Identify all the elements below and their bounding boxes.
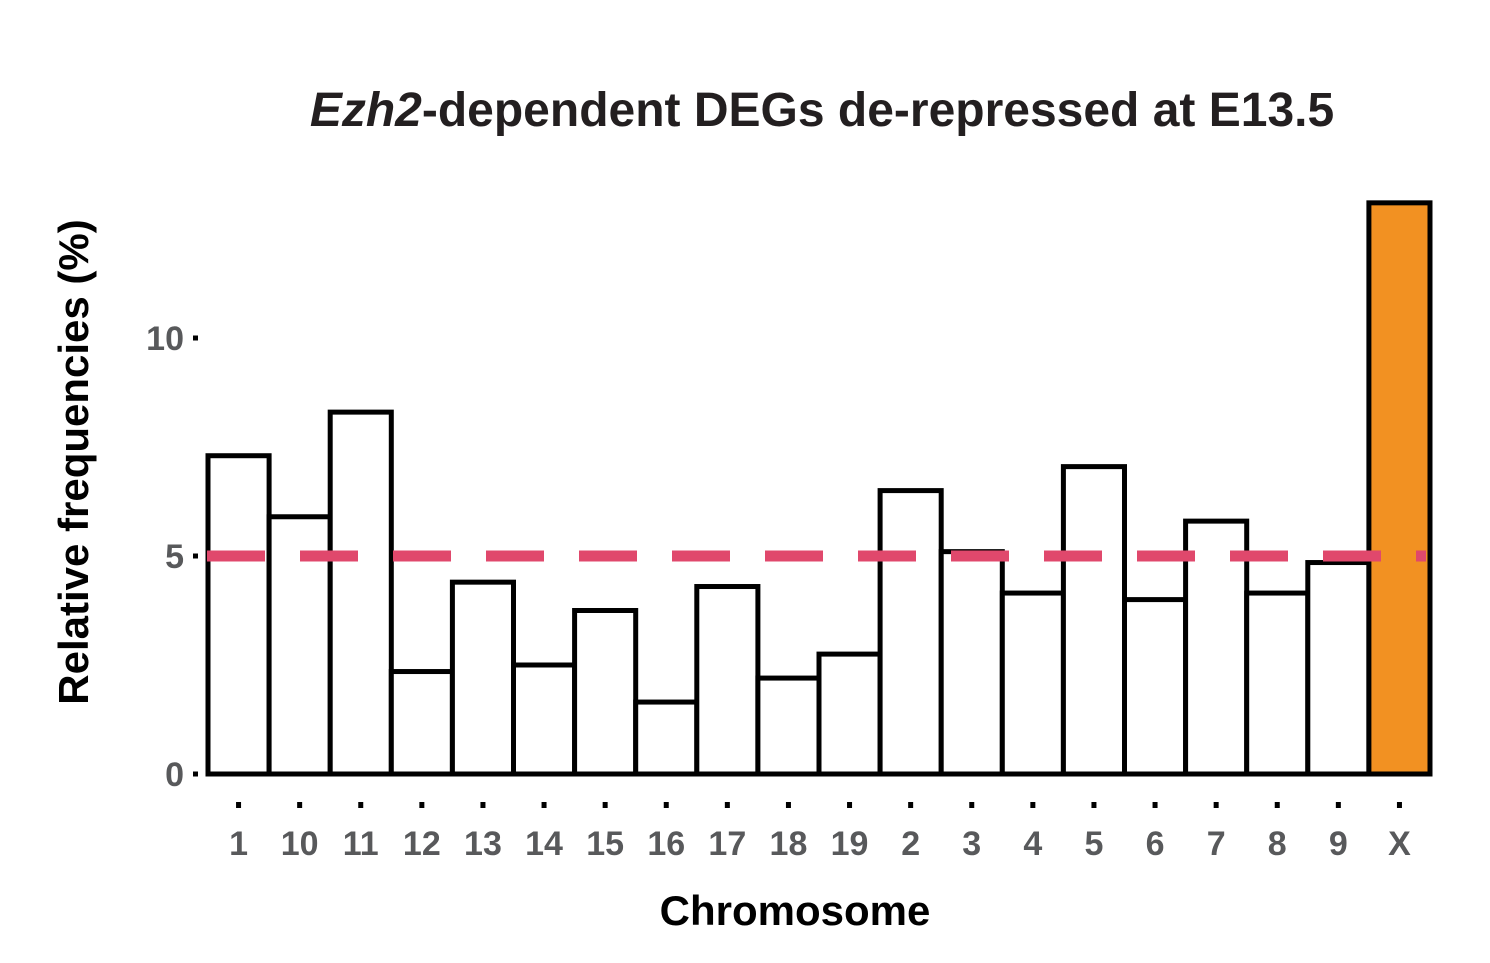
- x-tick-label: 15: [586, 825, 624, 863]
- y-tick-mark: [193, 771, 198, 777]
- x-tick-mark: [1396, 802, 1402, 808]
- x-tick-mark: [602, 802, 608, 808]
- x-tick-mark: [541, 802, 547, 808]
- y-tick-mark: [193, 335, 198, 341]
- x-tick-label: 9: [1329, 825, 1348, 863]
- x-tick-mark: [1335, 802, 1341, 808]
- x-tick-mark: [419, 802, 425, 808]
- y-tick-label: 5: [165, 538, 184, 576]
- bar-8: [1244, 590, 1311, 777]
- bar-17: [694, 584, 761, 777]
- x-axis: 1 10 11 12 13 14 15 16 17 18 19 2 3 4 5 6 7 8 9 X: [229, 802, 1411, 863]
- x-tick-mark: [663, 802, 669, 808]
- x-axis-title: Chromosome: [660, 887, 931, 934]
- x-tick-label: 11: [343, 825, 379, 863]
- bar-18: [755, 675, 822, 777]
- x-tick-mark: [358, 802, 364, 808]
- x-tick-label: 10: [281, 825, 319, 863]
- x-tick-mark: [236, 802, 242, 808]
- bar-19: [816, 651, 883, 777]
- x-tick-label: 6: [1146, 825, 1165, 863]
- bar-4: [999, 590, 1066, 777]
- x-tick-mark: [297, 802, 303, 808]
- bar-9: [1305, 560, 1372, 777]
- bar-12: [388, 669, 455, 777]
- bar-13: [449, 579, 516, 777]
- x-tick-mark: [785, 802, 791, 808]
- x-tick-mark: [1274, 802, 1280, 808]
- x-tick-label: 1: [229, 825, 248, 863]
- x-tick-label: 4: [1023, 825, 1042, 863]
- x-tick-mark: [969, 802, 975, 808]
- bar-11: [327, 409, 394, 777]
- x-tick-label: 2: [901, 825, 920, 863]
- x-tick-mark: [847, 802, 853, 808]
- x-tick-mark: [724, 802, 730, 808]
- x-tick-label: 19: [831, 825, 869, 863]
- bar-16: [633, 699, 700, 777]
- bar-x: [1366, 200, 1433, 777]
- x-tick-label: 18: [770, 825, 808, 863]
- x-tick-mark: [480, 802, 486, 808]
- x-tick-mark: [1091, 802, 1097, 808]
- bars-group: [205, 200, 1433, 777]
- x-tick-label: 3: [962, 825, 981, 863]
- x-tick-label: 7: [1207, 825, 1226, 863]
- x-tick-label: 5: [1084, 825, 1103, 863]
- chart-title: Ezh2-dependent DEGs de-repressed at E13.…: [310, 84, 1334, 137]
- x-tick-mark: [1152, 802, 1158, 808]
- y-tick-mark: [193, 553, 198, 559]
- bar-15: [572, 608, 639, 777]
- bar-1: [205, 453, 272, 777]
- x-tick-label: X: [1388, 825, 1411, 863]
- y-axis: 0 5 10: [146, 320, 198, 794]
- x-tick-label: 12: [403, 825, 441, 863]
- x-tick-mark: [1030, 802, 1036, 808]
- bar-3: [938, 549, 1005, 777]
- bar-14: [511, 662, 578, 777]
- bar-2: [877, 488, 944, 777]
- x-tick-mark: [908, 802, 914, 808]
- y-axis-title: Relative frequencies (%): [50, 219, 97, 705]
- x-tick-label: 14: [525, 825, 563, 863]
- y-tick-label: 0: [165, 756, 184, 794]
- x-tick-label: 17: [708, 825, 746, 863]
- x-tick-mark: [1213, 802, 1219, 808]
- bar-5: [1060, 464, 1128, 777]
- y-tick-label: 10: [146, 320, 184, 358]
- bar-6: [1122, 597, 1189, 777]
- x-tick-label: 13: [464, 825, 502, 863]
- bar-7: [1183, 518, 1250, 777]
- x-tick-label: 16: [647, 825, 685, 863]
- chart-title-italic: Ezh2: [310, 84, 422, 137]
- chart-title-rest: -dependent DEGs de-repressed at E13.5: [422, 84, 1334, 137]
- x-tick-label: 8: [1268, 825, 1287, 863]
